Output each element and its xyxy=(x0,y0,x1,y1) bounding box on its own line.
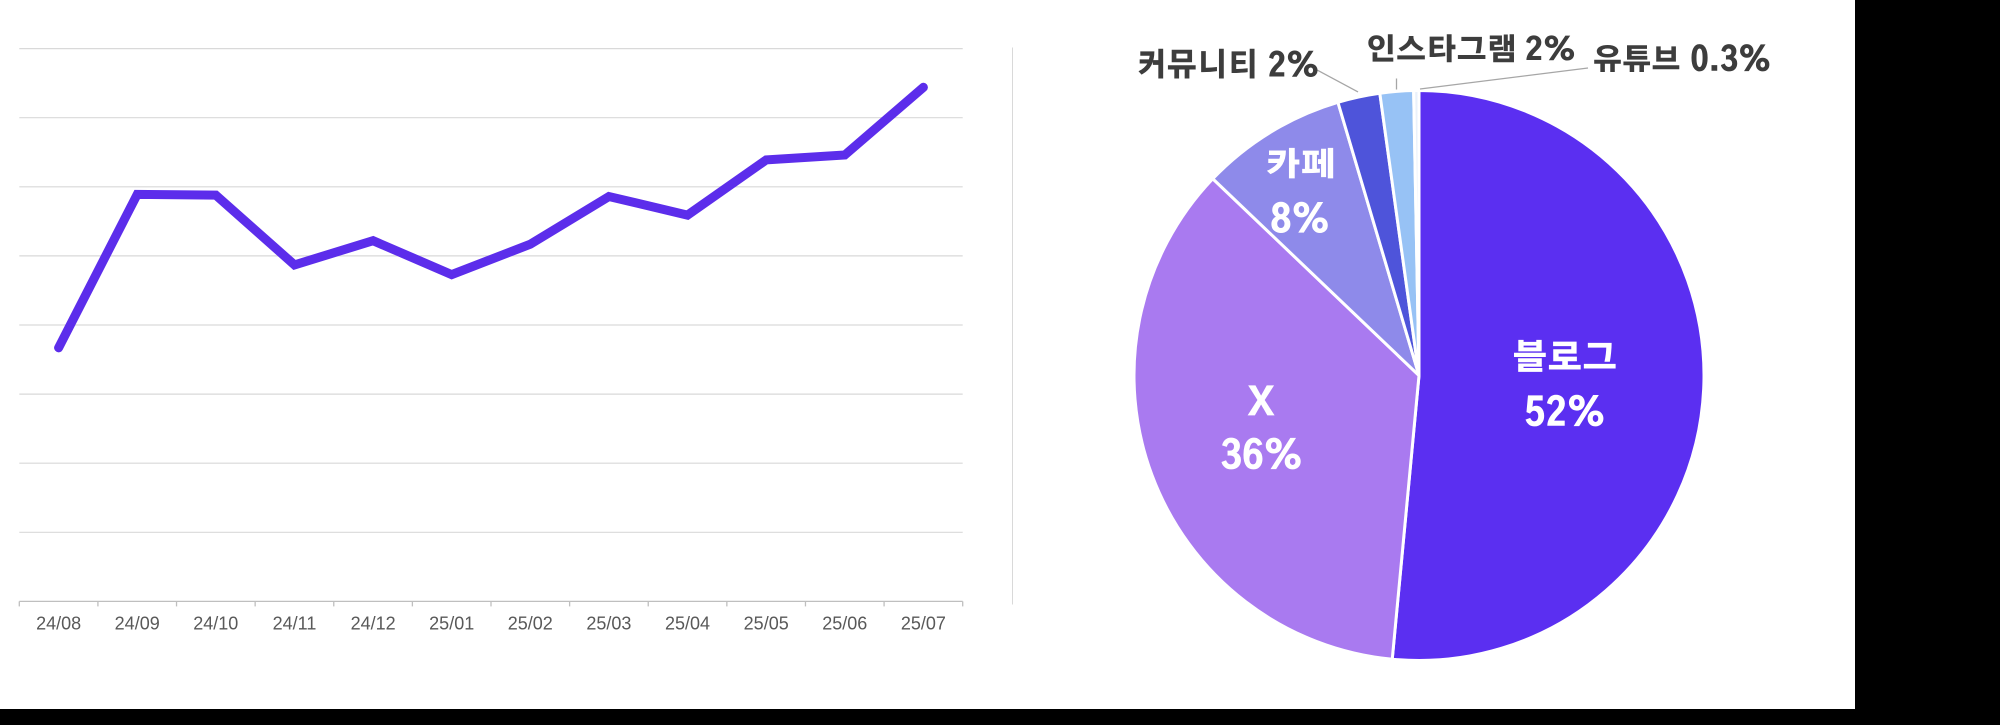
line-chart-gridlines xyxy=(19,47,963,533)
x-axis-label: 24/08 xyxy=(36,614,81,634)
pie-callout-community-name xyxy=(1138,48,1255,79)
pie-label-cafe-name xyxy=(1266,147,1334,179)
x-axis-label: 25/04 xyxy=(665,614,710,634)
pie-label-cafe xyxy=(1266,147,1334,234)
leader-line-youtube xyxy=(1419,67,1589,90)
letterbox-bottom xyxy=(0,709,2000,725)
leader-line-community xyxy=(1316,69,1359,93)
line-chart: 24/08 24/09 24/10 24/11 24/12 25/01 25/0… xyxy=(18,47,964,634)
slide: 24/08 24/09 24/10 24/11 24/12 25/01 25/0… xyxy=(0,0,1855,709)
x-axis-label: 24/10 xyxy=(193,614,238,634)
pie-callout-youtube xyxy=(1594,44,1770,72)
pie-slice-5 xyxy=(1412,88,1421,377)
pie-callout-community-value xyxy=(1269,50,1318,78)
pie-slice-2 xyxy=(1211,100,1421,377)
pie-chart xyxy=(1132,34,1770,662)
pie-label-x-name xyxy=(1247,385,1275,416)
letterbox-right xyxy=(1855,0,2000,725)
pie-callout-labels xyxy=(1138,34,1770,79)
x-axis-label: 24/11 xyxy=(273,614,317,634)
section-divider xyxy=(1012,47,1013,605)
pie-slices xyxy=(1132,88,1706,662)
pie-label-blog xyxy=(1514,339,1616,427)
x-axis-label: 25/03 xyxy=(586,614,631,634)
x-axis-label: 25/06 xyxy=(822,614,867,634)
line-chart-x-labels: 24/08 24/09 24/10 24/11 24/12 25/01 25/0… xyxy=(36,614,946,634)
pie-label-x xyxy=(1221,385,1301,470)
pie-slice-1 xyxy=(1132,177,1421,661)
pie-callout-youtube-value xyxy=(1691,44,1770,72)
x-axis-label: 25/01 xyxy=(429,614,474,634)
x-axis-label: 25/02 xyxy=(508,614,553,634)
pie-callout-instagram-value xyxy=(1526,35,1575,61)
pie-leader-lines xyxy=(1316,67,1589,93)
pie-callout-instagram xyxy=(1368,34,1575,63)
x-axis-label: 24/12 xyxy=(351,614,396,634)
pie-callout-youtube-name xyxy=(1594,44,1680,72)
pie-callout-community xyxy=(1138,48,1318,79)
x-axis-label: 25/07 xyxy=(901,614,946,634)
pie-label-x-value xyxy=(1221,437,1301,470)
line-chart-x-ticks xyxy=(18,601,964,607)
pie-label-cafe-value xyxy=(1271,201,1328,234)
pie-label-blog-name xyxy=(1514,339,1616,372)
line-chart-series xyxy=(54,82,928,353)
x-axis-label: 25/05 xyxy=(744,614,789,634)
pie-label-blog-value xyxy=(1525,394,1604,427)
x-axis-label: 24/09 xyxy=(115,614,160,634)
pie-callout-instagram-name xyxy=(1368,34,1514,63)
pie-slice-0 xyxy=(1390,89,1706,662)
pie-inner-labels xyxy=(1221,147,1616,470)
